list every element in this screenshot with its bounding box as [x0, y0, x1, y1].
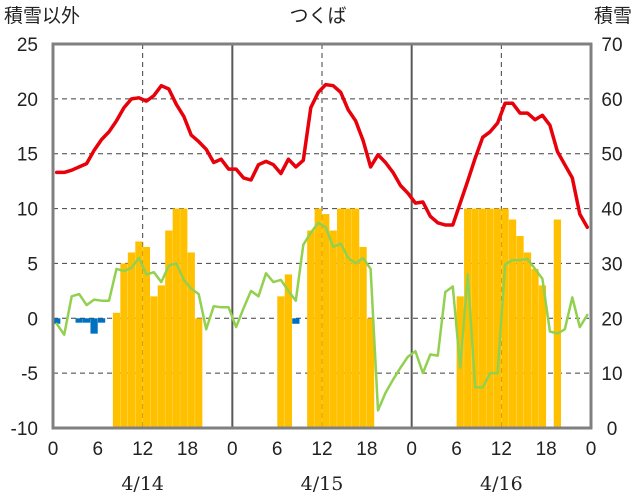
- bar: [523, 252, 532, 428]
- bar: [501, 208, 509, 428]
- bar: [486, 208, 494, 428]
- bar: [127, 252, 136, 428]
- x-tick-label: 6: [272, 439, 283, 460]
- bar: [284, 274, 293, 428]
- y-left-tick-label: -10: [11, 419, 38, 440]
- bar: [531, 268, 539, 428]
- y-right-tick-label: 20: [601, 309, 622, 330]
- x-tick-label: 18: [356, 439, 377, 460]
- plot-frame: [51, 42, 593, 430]
- x-tick-label: 0: [227, 439, 238, 460]
- bar: [120, 263, 128, 428]
- right-axis-label: 積雪: [594, 5, 632, 27]
- bar: [97, 318, 106, 323]
- bar: [553, 219, 562, 428]
- x-tick-label: 12: [311, 439, 332, 460]
- bar: [292, 318, 300, 324]
- day-label: 4/14: [121, 473, 164, 495]
- bar: [307, 230, 315, 428]
- bar: [277, 296, 285, 428]
- bar: [479, 208, 487, 428]
- bar: [90, 318, 98, 334]
- bar: [314, 208, 322, 428]
- bar: [538, 285, 547, 428]
- bar: [322, 214, 330, 428]
- y-left-tick-label: 5: [27, 254, 38, 275]
- bar: [75, 318, 83, 323]
- x-tick-label: 18: [536, 439, 557, 460]
- bar: [344, 208, 352, 428]
- bar: [135, 241, 143, 428]
- y-left-tick-label: 25: [17, 35, 38, 56]
- y-left-tick-label: 0: [27, 309, 38, 330]
- y-left-tick-label: 15: [17, 145, 38, 166]
- bar: [195, 318, 203, 428]
- y-left-tick-label: 20: [17, 90, 38, 111]
- y-right-tick-label: 50: [601, 145, 622, 166]
- bar: [165, 230, 173, 428]
- x-tick-label: 0: [406, 439, 417, 460]
- y-left-tick-label: 10: [17, 200, 38, 221]
- x-tick-label: 12: [491, 439, 512, 460]
- left-axis-label: 積雪以外: [4, 5, 80, 27]
- bar: [351, 208, 360, 428]
- chart-title: つくば: [289, 5, 346, 27]
- bar: [82, 318, 91, 323]
- y-right-tick-label: 70: [601, 35, 622, 56]
- bar: [112, 312, 121, 428]
- bar: [493, 208, 502, 428]
- bar: [329, 230, 337, 428]
- x-tick-label: 6: [93, 439, 104, 460]
- bar: [337, 208, 345, 428]
- bar: [172, 208, 180, 428]
- bar: [187, 252, 195, 428]
- x-tick-label: 0: [48, 439, 59, 460]
- y-right-tick-label: 40: [601, 200, 622, 221]
- bar: [516, 236, 524, 428]
- temperature-line: [54, 82, 590, 229]
- bar: [366, 318, 375, 428]
- y-right-tick-label: 0: [607, 419, 618, 440]
- bar: [150, 296, 158, 428]
- plot-area: [51, 42, 593, 430]
- x-tick-label: 18: [177, 439, 198, 460]
- day-label: 4/16: [480, 473, 523, 495]
- x-tick-label: 6: [451, 439, 462, 460]
- bar: [180, 208, 188, 428]
- bar: [157, 285, 165, 428]
- bar: [464, 208, 472, 428]
- bar: [359, 246, 367, 428]
- bar: [53, 318, 61, 324]
- y-right-tick-label: 60: [601, 90, 622, 111]
- wind-line: [55, 221, 589, 412]
- y-right-tick-label: 10: [601, 364, 622, 385]
- y-right-tick-label: 30: [601, 254, 622, 275]
- x-tick-label: 0: [586, 439, 597, 460]
- bar: [142, 246, 151, 428]
- day-label: 4/15: [301, 473, 344, 495]
- bar: [508, 219, 517, 428]
- x-tick-label: 12: [132, 439, 153, 460]
- y-left-tick-label: -5: [21, 364, 38, 385]
- bar: [471, 208, 479, 428]
